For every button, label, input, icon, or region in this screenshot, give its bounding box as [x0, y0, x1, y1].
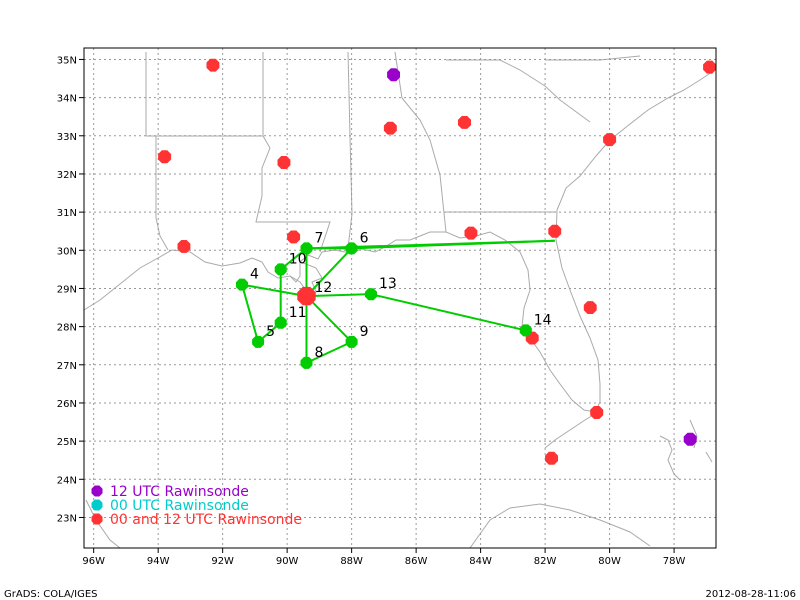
track-segment — [241, 284, 260, 343]
rawinsonde-station-marker — [603, 133, 617, 147]
lon-tick-label: 96W — [82, 556, 105, 567]
rawinsonde-station-marker — [158, 150, 172, 164]
rawinsonde-station-marker — [277, 156, 291, 169]
track-segment — [370, 293, 526, 332]
track-segment — [305, 247, 353, 297]
lat-tick-label: 32N — [57, 170, 77, 181]
drop-point-marker — [274, 263, 287, 276]
rawinsonde-station-marker — [545, 451, 558, 465]
drop-point-marker — [345, 242, 358, 255]
storm-center-marker — [297, 286, 316, 306]
drop-point-label: 13 — [379, 276, 397, 292]
rawinsonde-station-marker — [464, 226, 478, 240]
track-segment — [351, 239, 555, 250]
legend-label: 00 UTC Rawinsonde — [110, 498, 249, 514]
drop-point-marker — [274, 316, 287, 329]
lon-tick-label: 78W — [663, 556, 686, 567]
lon-tick-label: 82W — [534, 556, 557, 567]
mississippi-delta — [289, 261, 323, 297]
lon-tick-label: 86W — [405, 556, 428, 567]
lat-tick-label: 28N — [57, 323, 77, 334]
drop-point-label: 14 — [534, 312, 552, 328]
drop-point-label: 6 — [360, 230, 369, 246]
lat-lon-grid — [84, 48, 716, 548]
rawinsonde-station-marker — [703, 60, 716, 74]
cuba — [469, 503, 651, 549]
drop-point-label: 4 — [250, 267, 259, 283]
rawinsonde-station-marker — [583, 301, 597, 314]
footer-timestamp: 2012-08-28-11:06 — [705, 589, 796, 600]
lat-tick-label: 34N — [57, 94, 77, 105]
drop-point-marker — [519, 324, 532, 337]
lat-tick-label: 33N — [57, 132, 77, 143]
drop-point-marker — [345, 335, 358, 348]
rawinsonde-station-marker — [287, 230, 301, 244]
track-segment — [306, 293, 372, 298]
rawinsonde-station-marker — [387, 68, 400, 82]
legend-marker — [91, 485, 103, 497]
legend-label: 00 and 12 UTC Rawinsonde — [110, 512, 302, 528]
track-segment — [241, 283, 307, 298]
rawinsonde-station-marker — [548, 224, 562, 238]
legend-marker — [91, 499, 103, 511]
lat-tick-label: 26N — [57, 399, 77, 410]
lon-tick-label: 94W — [147, 556, 170, 567]
rawinsonde-station-marker — [206, 58, 220, 72]
bahamas — [659, 419, 713, 481]
lon-tick-label: 90W — [276, 556, 299, 567]
drop-point-marker — [252, 335, 265, 348]
drop-point-label: 9 — [360, 324, 369, 340]
lat-tick-label: 27N — [57, 361, 77, 372]
lat-tick-label: 29N — [57, 284, 77, 295]
lat-tick-label: 30N — [57, 246, 77, 257]
rawinsonde-station-marker — [683, 432, 697, 446]
gulf-coastline — [83, 69, 716, 413]
rawinsonde-station-marker — [458, 116, 471, 129]
drop-point-marker — [300, 242, 313, 255]
lon-tick-label: 84W — [469, 556, 492, 567]
lat-tick-label: 35N — [57, 55, 77, 66]
drop-point-label: 5 — [266, 324, 275, 340]
lat-tick-label: 25N — [57, 437, 77, 448]
legend-marker — [91, 513, 103, 525]
drop-tracks — [241, 239, 555, 364]
lon-tick-label: 80W — [598, 556, 621, 567]
lat-tick-label: 31N — [57, 208, 77, 219]
lat-tick-label: 23N — [57, 513, 77, 524]
yucatan — [85, 499, 121, 549]
map-axes: 96W 94W 92W 90W 88W 86W 84W 82W 80W 78W 23N 24N 25N 2… — [57, 47, 717, 567]
legend-label: 12 UTC Rawinsonde — [110, 484, 249, 500]
drop-point-label: 8 — [314, 345, 323, 361]
state-borders — [145, 51, 641, 253]
rawinsonde-station-marker — [590, 406, 604, 419]
lat-tick-label: 24N — [57, 475, 77, 486]
storm-center-label: 12 — [314, 280, 332, 296]
drop-point-marker — [365, 288, 377, 301]
drop-point-label: 7 — [314, 230, 323, 246]
lon-tick-label: 88W — [340, 556, 363, 567]
rawinsonde-station-marker — [383, 121, 397, 135]
drop-points: 4 5 6 7 8 9 10 11 13 14 12 — [236, 230, 552, 369]
drop-point-marker — [300, 356, 313, 369]
lon-tick-label: 92W — [211, 556, 234, 567]
drop-point-label: 11 — [289, 305, 307, 321]
drop-point-label: 10 — [289, 251, 307, 267]
footer-credit: GrADS: COLA/IGES — [4, 589, 98, 600]
track-segment — [306, 340, 353, 364]
drop-point-marker — [236, 278, 248, 291]
rawinsonde-station-marker — [177, 240, 191, 253]
track-segment — [305, 295, 353, 343]
florida-keys — [544, 413, 596, 449]
map-frame — [83, 47, 717, 549]
